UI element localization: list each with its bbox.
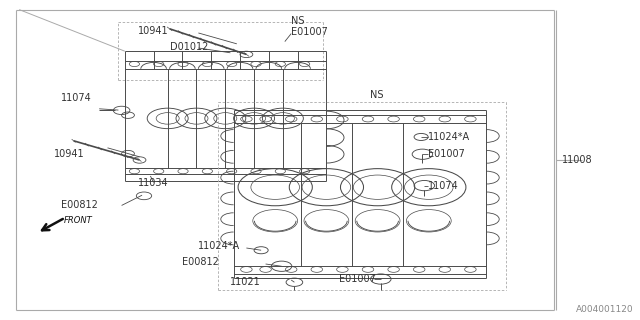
Text: 11024*A: 11024*A bbox=[198, 241, 241, 251]
Text: D01012: D01012 bbox=[170, 42, 208, 52]
Text: NS: NS bbox=[370, 90, 383, 100]
Text: E01007: E01007 bbox=[291, 27, 328, 37]
Text: 11074: 11074 bbox=[428, 180, 458, 191]
Text: NS: NS bbox=[291, 16, 305, 27]
Text: 11034: 11034 bbox=[138, 178, 168, 188]
Text: E00812: E00812 bbox=[61, 200, 98, 211]
Text: 11024*A: 11024*A bbox=[428, 132, 470, 142]
Text: 11008: 11008 bbox=[562, 155, 593, 165]
Text: A004001120: A004001120 bbox=[576, 305, 634, 314]
Text: 11021: 11021 bbox=[230, 276, 261, 287]
Text: 11074: 11074 bbox=[61, 92, 92, 103]
Text: E00812: E00812 bbox=[182, 257, 220, 268]
Text: 10941: 10941 bbox=[54, 149, 85, 159]
Text: 10941: 10941 bbox=[138, 26, 168, 36]
Text: FRONT: FRONT bbox=[64, 216, 93, 225]
Text: E01007: E01007 bbox=[339, 274, 376, 284]
Text: E01007: E01007 bbox=[428, 148, 465, 159]
